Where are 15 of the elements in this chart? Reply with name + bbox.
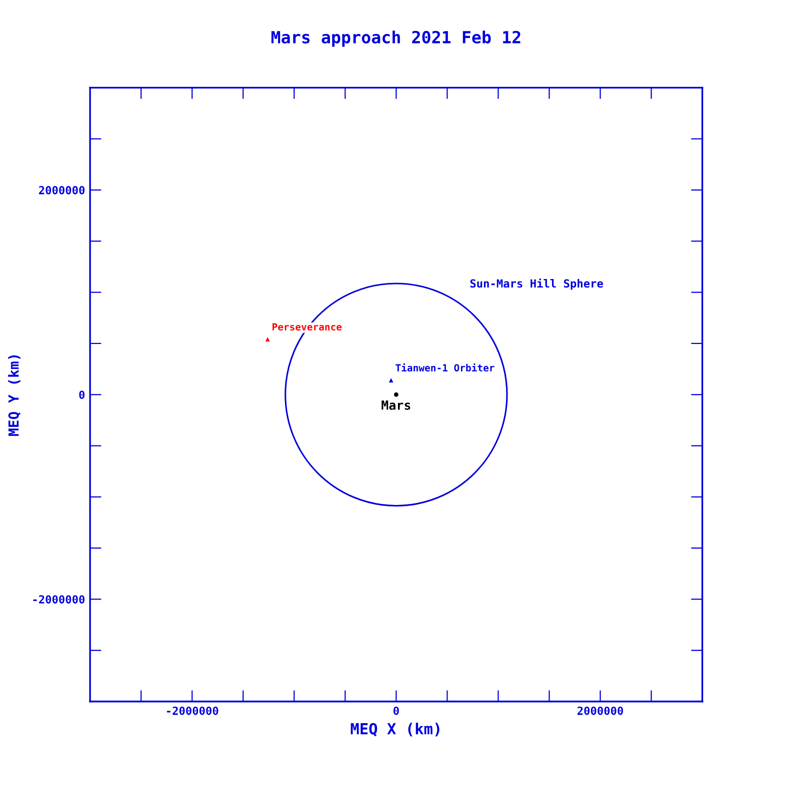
y-tick-label: 2000000	[39, 186, 85, 194]
x-axis-title: MEQ X (km)	[350, 722, 440, 736]
x-tick-label: 0	[394, 706, 399, 715]
point	[265, 337, 270, 342]
annotation: Mars	[382, 400, 410, 410]
y-axis-title: MEQ Y (km)	[8, 355, 21, 436]
y-tick-label: -2000000	[33, 595, 85, 604]
point	[388, 378, 394, 382]
series-label: Tianwen-1 Orbiter	[396, 363, 494, 372]
x-tick-label: -2000000	[166, 706, 218, 715]
y-tick-label: 0	[79, 390, 85, 399]
chart-title: Mars approach 2021 Feb 12	[271, 30, 520, 47]
series-label: Perseverance	[272, 323, 342, 331]
annotation: Sun-Mars Hill Sphere	[470, 278, 603, 290]
x-tick-label: 2000000	[577, 706, 624, 715]
